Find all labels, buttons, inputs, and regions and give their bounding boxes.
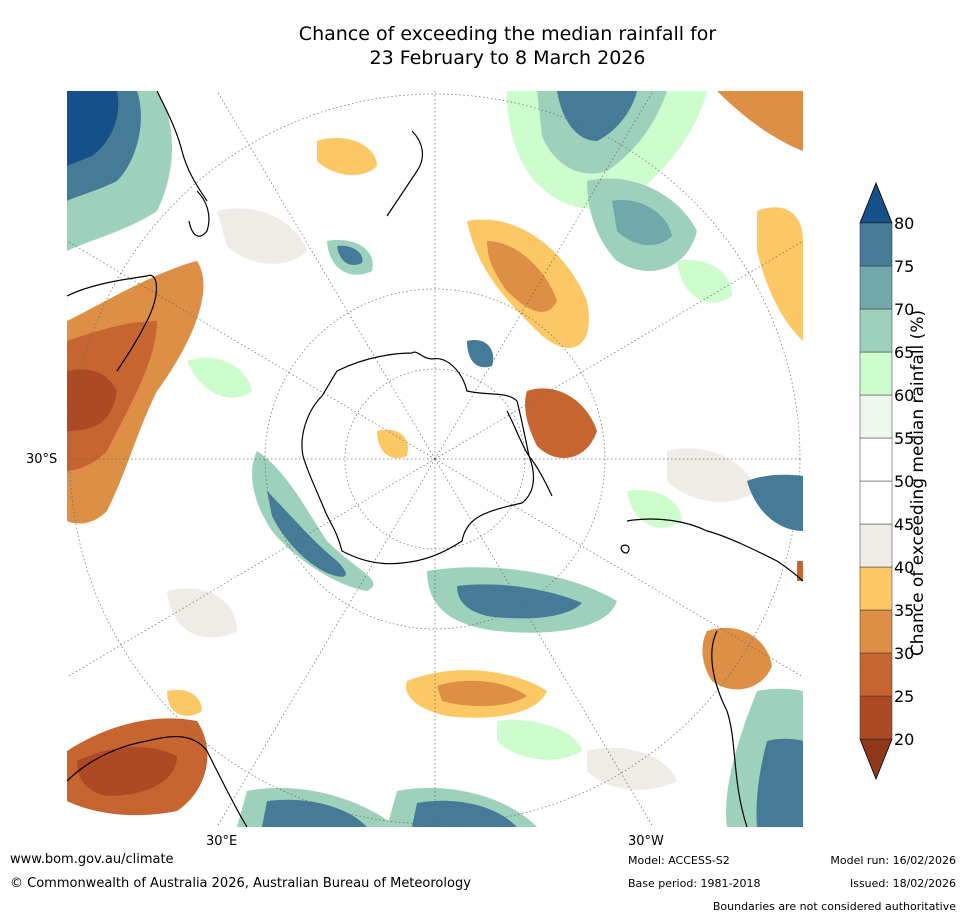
footer-disclaimer: Boundaries are not considered authoritat… xyxy=(712,900,956,913)
madagascar-coastline xyxy=(188,190,210,237)
falklands xyxy=(620,544,630,554)
footer-url[interactable]: www.bom.gov.au/climate xyxy=(10,852,174,867)
lon-label-30e: 30°E xyxy=(206,834,238,849)
footer-copyright: © Commonwealth of Australia 2026, Austra… xyxy=(10,876,471,891)
colorbar-segment xyxy=(859,480,893,525)
africa-coastline xyxy=(67,274,158,372)
new-zealand-coastline xyxy=(386,130,424,217)
colorbar-tick-label: 75 xyxy=(894,257,914,276)
colorbar-segment xyxy=(859,566,893,611)
colorbar-segment xyxy=(859,222,893,267)
colorbar-tick-label: 45 xyxy=(894,515,914,534)
lat-label-30s: 30°S xyxy=(26,452,58,467)
colorbar-segment xyxy=(859,265,893,310)
colorbar-extend-min xyxy=(859,738,893,781)
colorbar-tick-label: 55 xyxy=(894,429,914,448)
footer-model-run: Model run: 16/02/2026 xyxy=(830,854,956,867)
colorbar-tick-label: 70 xyxy=(894,300,914,319)
colorbar-segment xyxy=(859,652,893,697)
colorbar-tick-label: 40 xyxy=(894,558,914,577)
colorbar-tick-label: 25 xyxy=(894,687,914,706)
graticule xyxy=(67,91,803,827)
colorbar-tick-label: 80 xyxy=(894,214,914,233)
colorbar-tick-label: 50 xyxy=(894,472,914,491)
colorbar-tick-label: 65 xyxy=(894,343,914,362)
colorbar-segment xyxy=(859,523,893,568)
coastlines xyxy=(67,91,803,827)
rainfall-map xyxy=(67,91,803,827)
colorbar: 20 25 30 35 40 45 50 55 60 65 70 75 80 xyxy=(859,181,914,781)
colorbar-segment xyxy=(859,695,893,740)
colorbar-tick-label: 30 xyxy=(894,644,914,663)
wet-ring-south-indian xyxy=(252,451,374,591)
colorbar-title: Chance of exceeding median rainfall (%) xyxy=(908,309,928,657)
title-line-1: Chance of exceeding the median rainfall … xyxy=(298,23,717,45)
antarctic-peninsula xyxy=(506,410,553,497)
southern-africa-coastline xyxy=(156,91,208,202)
colorbar-segment xyxy=(859,394,893,439)
colorbar-segment xyxy=(859,437,893,482)
colorbar-segment xyxy=(859,351,893,396)
title-line-2: 23 February to 8 March 2026 xyxy=(369,47,646,69)
colorbar-segment xyxy=(859,308,893,353)
antarctica-coastline xyxy=(301,351,534,565)
lon-label-30w: 30°W xyxy=(628,834,664,849)
australia-coastline xyxy=(67,735,248,827)
footer-base-period: Base period: 1981-2018 xyxy=(628,877,761,890)
map-title: Chance of exceeding the median rainfall … xyxy=(0,22,965,70)
colorbar-tick-label: 35 xyxy=(894,601,914,620)
south-america-coastline xyxy=(626,518,803,827)
colorbar-segment xyxy=(859,609,893,654)
colorbar-extend-max xyxy=(859,181,893,224)
colorbar-tick-label: 20 xyxy=(894,730,914,749)
colorbar-tick-label: 60 xyxy=(894,386,914,405)
footer-model: Model: ACCESS-S2 xyxy=(628,854,730,867)
footer-issued: Issued: 18/02/2026 xyxy=(849,877,956,890)
